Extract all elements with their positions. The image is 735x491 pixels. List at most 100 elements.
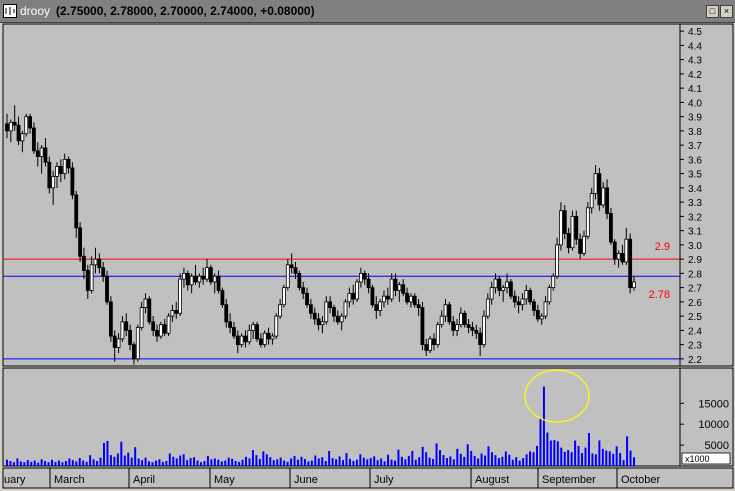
candle-body bbox=[155, 329, 159, 337]
candle-body bbox=[589, 193, 594, 209]
candle-body bbox=[58, 166, 63, 175]
volume-tick-label: 15000 bbox=[698, 398, 729, 410]
candle-body bbox=[255, 324, 259, 340]
candle-body bbox=[578, 238, 583, 254]
candle-body bbox=[116, 338, 121, 348]
candle-body bbox=[616, 253, 621, 260]
volume-unit-label: x1000 bbox=[685, 454, 710, 464]
candle-body bbox=[574, 215, 579, 240]
candle-body bbox=[343, 301, 348, 317]
candle-body bbox=[301, 287, 306, 294]
candle-body bbox=[205, 267, 209, 280]
candle-body bbox=[389, 278, 394, 300]
ticker-symbol: drooy bbox=[20, 4, 51, 18]
price-tick-label: 2.4 bbox=[688, 326, 702, 337]
candle-body bbox=[555, 244, 559, 277]
candle-body bbox=[559, 210, 563, 246]
price-tick-label: 2.8 bbox=[688, 269, 702, 280]
candle-body bbox=[512, 295, 517, 303]
month-label: August bbox=[475, 474, 509, 486]
candle-body bbox=[401, 284, 406, 294]
candle-body bbox=[520, 298, 525, 306]
candle-body bbox=[420, 307, 425, 346]
candle-body bbox=[305, 292, 309, 306]
candle-body bbox=[278, 304, 283, 317]
candle-body bbox=[535, 310, 540, 320]
price-tick-label: 4.4 bbox=[688, 41, 702, 52]
price-panel bbox=[2, 23, 681, 367]
candle-body bbox=[28, 116, 32, 129]
candle-body bbox=[82, 255, 86, 271]
candle-body bbox=[274, 315, 279, 337]
candle-body bbox=[524, 290, 529, 300]
candle-body bbox=[105, 275, 109, 303]
candle-body bbox=[93, 258, 98, 266]
candle-body bbox=[132, 344, 136, 360]
candle-body bbox=[466, 324, 471, 328]
candle-body bbox=[16, 124, 21, 142]
volume-unit-box bbox=[681, 452, 731, 465]
candle-body bbox=[197, 275, 202, 283]
price-tick-label: 2.6 bbox=[688, 298, 702, 309]
candle-body bbox=[178, 278, 182, 314]
date-axis-panel bbox=[2, 467, 734, 489]
candle-body bbox=[628, 238, 633, 289]
reference-line-label: 2.9 bbox=[655, 241, 670, 253]
candle-body bbox=[74, 194, 79, 229]
candle-body bbox=[408, 295, 413, 303]
candle-body bbox=[374, 304, 379, 311]
candle-body bbox=[358, 272, 363, 283]
candle-body bbox=[235, 335, 240, 346]
candle-body bbox=[32, 127, 36, 152]
month-label: uary bbox=[4, 474, 26, 486]
candle-body bbox=[8, 121, 13, 132]
price-tick-label: 3.5 bbox=[688, 170, 702, 181]
candle-body bbox=[285, 264, 290, 289]
price-tick-label: 2.9 bbox=[688, 255, 702, 266]
candle-body bbox=[432, 338, 436, 346]
candle-body bbox=[485, 298, 490, 317]
candle-body bbox=[320, 321, 325, 326]
candle-body bbox=[562, 210, 567, 234]
candle-body bbox=[5, 123, 9, 132]
candle-body bbox=[189, 275, 194, 286]
volume-spike-highlight bbox=[524, 369, 590, 423]
candle-body bbox=[208, 267, 213, 283]
price-tick-label: 2.2 bbox=[688, 355, 702, 366]
candle-body bbox=[147, 298, 152, 323]
price-tick-label: 3.2 bbox=[688, 212, 702, 223]
month-label: April bbox=[133, 474, 155, 486]
candle-body bbox=[66, 158, 71, 169]
window-titlebar: drooy (2.75000, 2.78000, 2.70000, 2.74000… bbox=[0, 0, 735, 23]
chart-area: 2.2 2.3 2.4 2.5 2.6 2.7 2.8 2.9 3.0 3.1 3.2 3.3 3.4 3… bbox=[2, 23, 734, 489]
month-label: July bbox=[374, 474, 394, 486]
window-title: drooy (2.75000, 2.78000, 2.70000, 2.74000… bbox=[20, 4, 321, 18]
candle-body bbox=[228, 321, 233, 328]
candle-body bbox=[335, 315, 340, 323]
candle-body bbox=[139, 307, 144, 328]
price-tick-label: 3.8 bbox=[688, 127, 702, 138]
candle-body bbox=[47, 161, 52, 189]
price-tick-label: 4.2 bbox=[688, 70, 702, 81]
candle-body bbox=[528, 290, 533, 303]
candle-body bbox=[51, 176, 56, 189]
candle-body bbox=[416, 304, 421, 308]
candle-body bbox=[128, 329, 132, 346]
candle-body bbox=[459, 312, 463, 326]
candle-body bbox=[282, 287, 286, 306]
candle-body bbox=[258, 338, 263, 346]
candle-body bbox=[97, 258, 102, 269]
candle-body bbox=[605, 187, 609, 214]
candle-body bbox=[597, 173, 602, 206]
candle-body bbox=[397, 284, 402, 291]
month-label: May bbox=[214, 474, 235, 486]
candle-body bbox=[108, 301, 113, 337]
candle-body bbox=[493, 278, 498, 289]
candle-body bbox=[382, 295, 386, 303]
candle-body bbox=[362, 272, 367, 280]
candle-body bbox=[232, 327, 236, 337]
restore-button[interactable]: □ bbox=[706, 5, 719, 18]
candle-body bbox=[35, 150, 40, 157]
candle-body bbox=[143, 298, 148, 308]
close-button[interactable]: × bbox=[720, 5, 733, 18]
